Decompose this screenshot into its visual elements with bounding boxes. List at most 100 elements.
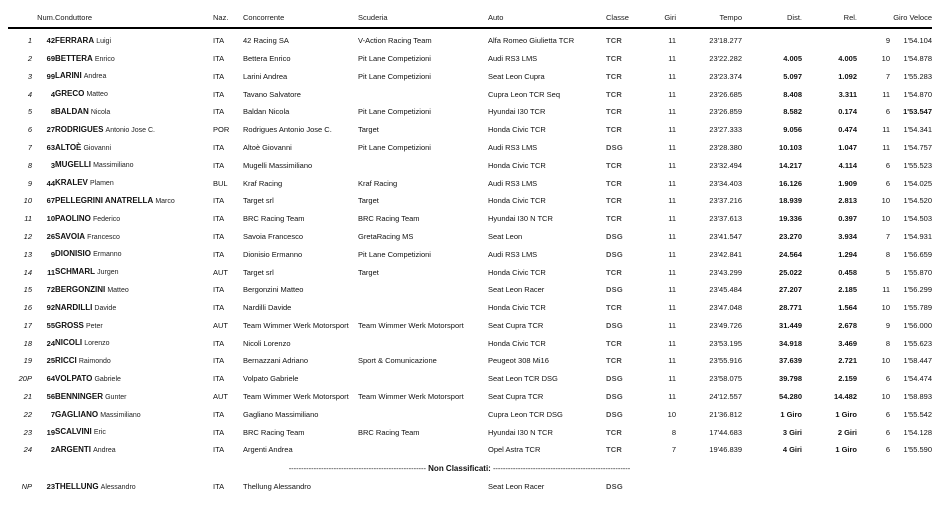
cell-classe: DSG	[606, 231, 623, 241]
cell-driver: ALTOÈ Giovanni	[55, 139, 213, 157]
cell-dist: 8.582	[783, 107, 802, 117]
cell-car-number: 3	[50, 160, 55, 170]
cell-scuderia: Kraf Racing	[358, 178, 398, 188]
cell-fastest-lap-time: 1'54.025	[903, 178, 932, 188]
cell-auto: Hyundai I30 N TCR	[488, 427, 553, 437]
cell-driver: ARGENTI Andrea	[55, 441, 213, 459]
driver-firstname: Matteo	[86, 91, 108, 99]
table-row: 13 9 DIONISIO Ermanno ITA Dionisio Ermanno Pi…	[8, 246, 932, 264]
cell-driver: SCALVINI Eric	[55, 424, 213, 442]
driver-surname: DIONISIO	[55, 249, 92, 259]
cell-classe: TCR	[606, 267, 623, 277]
cell-fastest-lap-number: 6	[885, 107, 890, 117]
driver-surname: BETTERA	[55, 53, 93, 63]
cell-scuderia: Pit Lane Competizioni	[358, 249, 431, 259]
cell-rel: 1 Giro	[835, 409, 857, 419]
cell-driver: BENNINGER Gunter	[55, 388, 213, 406]
cell-rel	[802, 32, 857, 50]
driver-surname: GAGLIANO	[55, 409, 99, 419]
driver-surname: NARDILLI	[55, 302, 93, 312]
cell-dist: 9.056	[783, 125, 802, 135]
driver-surname: PAOLINO	[55, 213, 91, 223]
cell-fastest-lap-time: 1'58.447	[903, 356, 932, 366]
cell-tempo: 23'55.916	[709, 356, 742, 366]
cell-driver: NICOLI Lorenzo	[55, 335, 213, 353]
table-row: 23 19 SCALVINI Eric ITA BRC Racing Team BRC R…	[8, 424, 932, 442]
separator-dashes-left: ----------------------------------------…	[288, 463, 427, 473]
cell-scuderia	[358, 299, 488, 317]
cell-giri: 11	[668, 249, 676, 259]
cell-fastest-lap-number: 11	[882, 125, 890, 135]
driver-surname: VOLPATO	[55, 374, 93, 384]
cell-dist: 16.126	[779, 178, 802, 188]
cell-classe: TCR	[606, 196, 623, 206]
table-row: 9 44 KRALEV Plamen BUL Kraf Racing Kraf Racin…	[8, 174, 932, 192]
cell-giri: 11	[668, 36, 676, 46]
cell-car-number: 92	[46, 303, 55, 313]
cell-position: 11	[24, 214, 32, 224]
cell-nationality: POR	[213, 125, 230, 135]
cell-scuderia: Target	[358, 196, 379, 206]
cell-fastest-lap-time: 1'54.870	[903, 89, 932, 99]
table-row: 18 24 NICOLI Lorenzo ITA Nicoli Lorenzo Honda…	[8, 335, 932, 353]
cell-tempo: 23'26.859	[709, 107, 742, 117]
cell-rel: 4.114	[838, 160, 857, 170]
cell-rel: 0.174	[838, 107, 857, 117]
cell-fastest-lap-number: 5	[885, 267, 890, 277]
cell-dist: 1 Giro	[780, 409, 802, 419]
cell-scuderia	[358, 478, 488, 496]
cell-concorrente: BRC Racing Team	[243, 427, 305, 437]
cell-fastest-lap-time: 1'54.503	[903, 214, 932, 224]
cell-auto: Honda Civic TCR	[488, 338, 546, 348]
cell-auto: Seat Leon	[488, 231, 523, 241]
cell-tempo: 23'18.277	[709, 36, 742, 46]
cell-fastest-lap-number: 6	[885, 374, 890, 384]
driver-firstname: Giovanni	[83, 144, 112, 152]
driver-firstname: Francesco	[87, 233, 120, 241]
cell-position: 8	[27, 160, 32, 170]
cell-fastest-lap-time: 1'55.870	[903, 267, 932, 277]
driver-surname: ARGENTI	[55, 445, 91, 455]
cell-car-number: 44	[46, 178, 55, 188]
cell-concorrente: Volpato Gabriele	[243, 374, 299, 384]
cell-fastest-lap-number: 6	[885, 427, 890, 437]
cell-position: 15	[23, 285, 32, 295]
cell-concorrente: Team Wimmer Werk Motorsport	[243, 320, 349, 330]
cell-fastest-lap-number: 10	[881, 214, 890, 224]
cell-giri: 10	[667, 409, 676, 419]
cell-classe: TCR	[606, 89, 623, 99]
cell-fastest-lap-number: 8	[885, 249, 890, 259]
cell-fastest-lap-number: 9	[885, 320, 890, 330]
cell-fastest-lap-time: 1'55.283	[903, 71, 932, 81]
cell-car-number: 27	[46, 125, 55, 135]
driver-surname: LARINI	[55, 71, 82, 81]
cell-position: 21	[23, 392, 32, 402]
cell-driver: THELLUNG Alessandro	[55, 478, 213, 496]
cell-classe: TCR	[606, 338, 623, 348]
driver-firstname: Alessandro	[100, 484, 136, 492]
cell-giri: 11	[668, 374, 676, 384]
cell-auto: Honda Civic TCR	[488, 160, 546, 170]
cell-nationality: ITA	[213, 160, 225, 170]
cell-dist: 19.336	[779, 214, 802, 224]
cell-giri: 11	[668, 356, 676, 366]
cell-concorrente: Target srl	[243, 267, 274, 277]
cell-scuderia: Pit Lane Competizioni	[358, 53, 431, 63]
cell-car-number: 11	[47, 267, 55, 277]
driver-surname: KRALEV	[55, 178, 88, 188]
table-row: 12 26 SAVOIA Francesco ITA Savoia Francesco G…	[8, 228, 932, 246]
cell-auto: Hyundai I30 N TCR	[488, 214, 553, 224]
table-row: 20P 64 VOLPATO Gabriele ITA Volpato Gabriele…	[8, 370, 932, 388]
cell-nationality: AUT	[213, 267, 228, 277]
driver-firstname: Raimondo	[78, 358, 111, 366]
cell-nationality: ITA	[213, 107, 225, 117]
cell-auto: Seat Cupra TCR	[488, 392, 544, 402]
cell-classe: DSG	[606, 142, 623, 152]
cell-giri: 11	[668, 320, 676, 330]
cell-auto: Audi RS3 LMS	[488, 249, 538, 259]
cell-giri: 11	[668, 178, 676, 188]
cell-giri: 11	[668, 71, 676, 81]
header-classe: Classe	[606, 9, 646, 29]
cell-fastest-lap-time: 1'54.520	[903, 196, 932, 206]
cell-fastest-lap-number: 7	[885, 71, 890, 81]
